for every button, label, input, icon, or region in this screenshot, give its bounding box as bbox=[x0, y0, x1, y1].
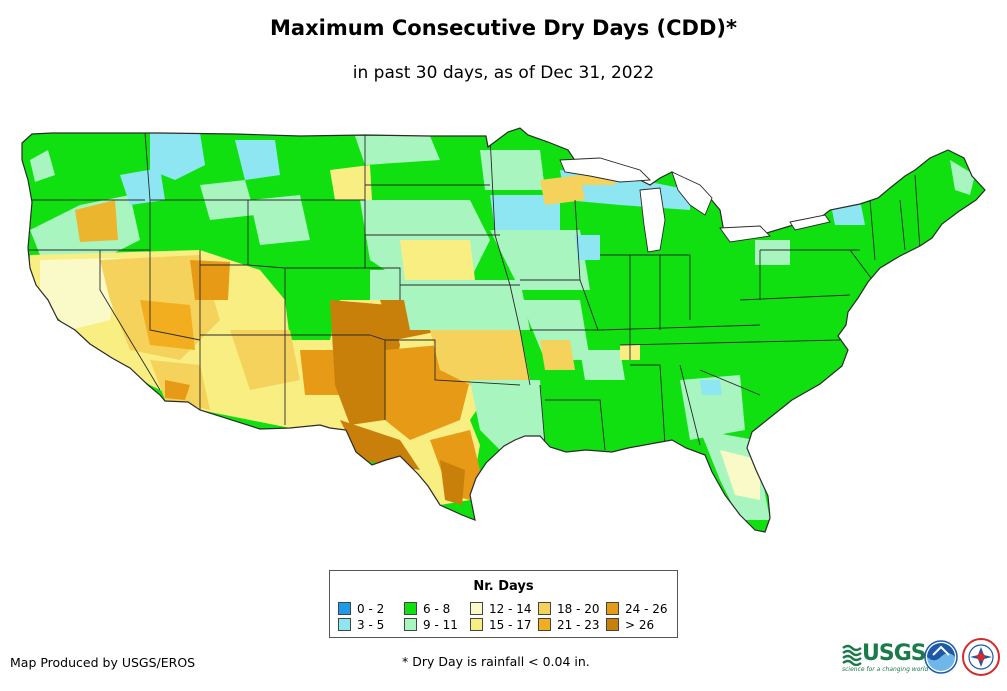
usgs-tagline: science for a changing world bbox=[842, 666, 929, 673]
map-subtitle: in past 30 days, as of Dec 31, 2022 bbox=[352, 63, 655, 83]
legend-label: > 26 bbox=[625, 618, 655, 632]
legend-item: 18 - 20 bbox=[538, 602, 600, 616]
legend-swatch bbox=[606, 602, 619, 615]
noaa-logo-icon bbox=[924, 640, 958, 674]
legend-label: 21 - 23 bbox=[557, 618, 600, 632]
legend-item: 24 - 26 bbox=[606, 602, 668, 616]
nws-logo-icon bbox=[962, 638, 1000, 676]
legend-label: 9 - 11 bbox=[423, 618, 458, 632]
map-title: Maximum Consecutive Dry Days (CDD)* bbox=[270, 16, 737, 40]
legend-label: 12 - 14 bbox=[489, 602, 532, 616]
usgs-logo: USGS science for a changing world bbox=[842, 640, 928, 674]
legend-swatch bbox=[538, 602, 551, 615]
legend-item: > 26 bbox=[606, 618, 654, 632]
legend-item: 6 - 8 bbox=[404, 602, 450, 616]
conus-dry-days-map bbox=[21, 127, 986, 533]
usgs-logo-text: USGS bbox=[862, 641, 927, 666]
legend-label: 6 - 8 bbox=[423, 602, 451, 616]
legend-swatch bbox=[470, 602, 483, 615]
legend-swatch bbox=[404, 618, 417, 631]
producer-credit: Map Produced by USGS/EROS bbox=[10, 655, 196, 670]
legend-swatch bbox=[538, 618, 551, 631]
legend-item: 0 - 2 bbox=[338, 602, 384, 616]
legend-item: 15 - 17 bbox=[470, 618, 532, 632]
legend-item: 21 - 23 bbox=[538, 618, 600, 632]
legend-label: 24 - 26 bbox=[625, 602, 668, 616]
legend: Nr. Days 0 - 2 3 - 5 6 - 8 9 - 11 12 - 1… bbox=[329, 570, 678, 638]
legend-item: 9 - 11 bbox=[404, 618, 458, 632]
legend-title: Nr. Days bbox=[473, 579, 534, 594]
legend-item: 3 - 5 bbox=[338, 618, 384, 632]
dry-day-footnote: * Dry Day is rainfall < 0.04 in. bbox=[402, 654, 590, 669]
usgs-wave-icon bbox=[842, 644, 862, 666]
legend-swatch bbox=[338, 618, 351, 631]
legend-label: 0 - 2 bbox=[357, 602, 385, 616]
legend-label: 15 - 17 bbox=[489, 618, 532, 632]
legend-label: 3 - 5 bbox=[357, 618, 385, 632]
legend-swatch bbox=[404, 602, 417, 615]
legend-label: 18 - 20 bbox=[557, 602, 600, 616]
legend-swatch bbox=[338, 602, 351, 615]
legend-swatch bbox=[470, 618, 483, 631]
legend-item: 12 - 14 bbox=[470, 602, 532, 616]
legend-swatch bbox=[606, 618, 619, 631]
